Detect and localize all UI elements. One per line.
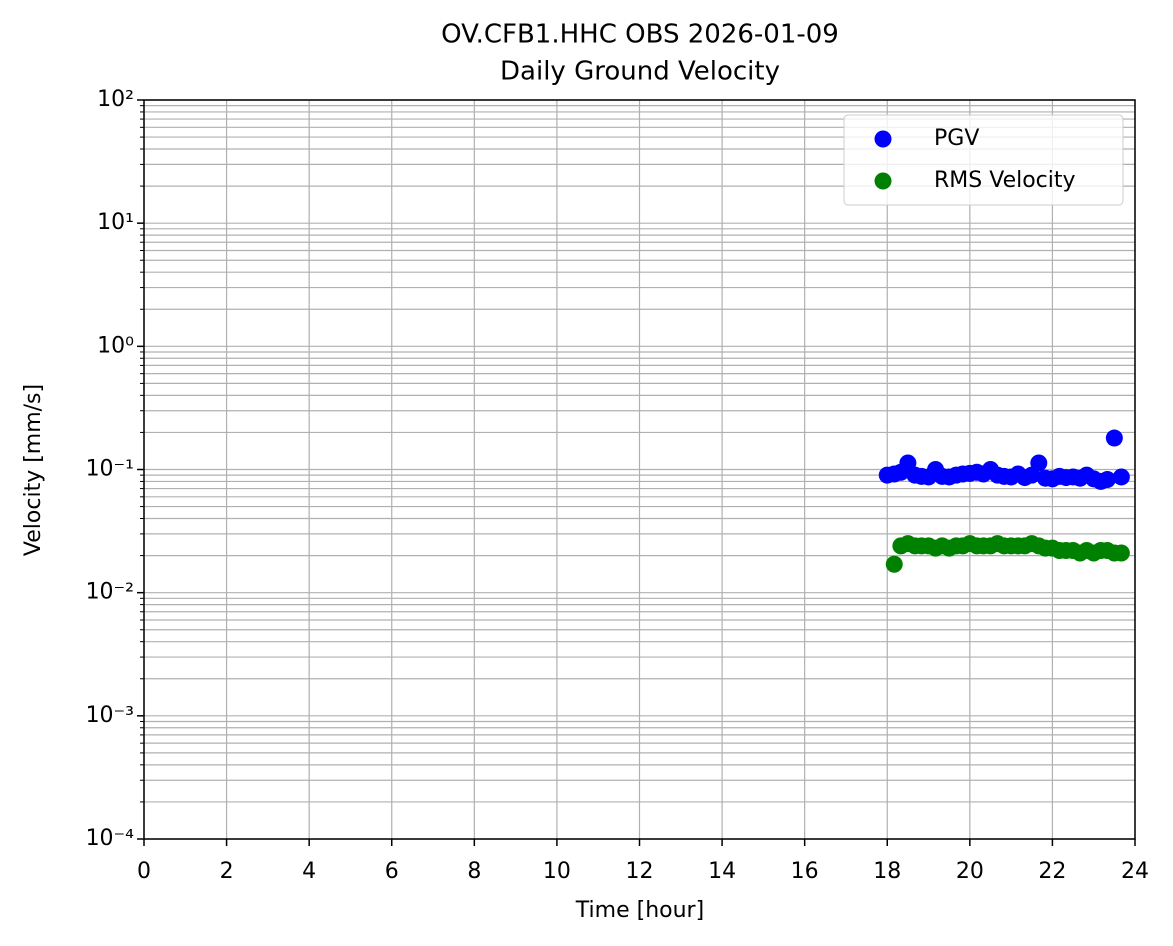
- x-tick-label: 8: [467, 859, 481, 884]
- x-tick-label: 10: [543, 859, 571, 884]
- plot-frame: [143, 99, 1136, 840]
- x-tick-label: 20: [956, 859, 984, 884]
- y-axis-label: Velocity [mm/s]: [21, 384, 46, 556]
- legend-marker: [874, 172, 892, 190]
- legend-marker: [874, 130, 892, 148]
- legend-box: [843, 114, 1124, 206]
- chart-subtitle: Daily Ground Velocity: [500, 57, 780, 87]
- legend-label: PGV: [934, 126, 979, 151]
- point: [1105, 429, 1123, 447]
- y-tick-label: 10⁻¹: [86, 457, 134, 482]
- y-tick-label: 10⁻³: [86, 703, 134, 728]
- chart-title: OV.CFB1.HHC OBS 2026-01-09: [441, 20, 839, 50]
- point: [1098, 470, 1116, 488]
- point: [885, 555, 903, 573]
- x-tick-label: 0: [137, 859, 151, 884]
- x-tick-label: 18: [873, 859, 901, 884]
- point: [1112, 468, 1130, 486]
- y-tick-label: 10²: [97, 87, 134, 112]
- x-axis-label: Time [hour]: [575, 898, 704, 923]
- y-tick-label: 10⁻⁴: [86, 826, 135, 851]
- marks: [878, 429, 1130, 573]
- y-tick-label: 10⁰: [97, 333, 134, 358]
- x-tick-label: 14: [708, 859, 736, 884]
- point: [1112, 544, 1130, 562]
- point: [1030, 454, 1048, 472]
- x-tick-label: 2: [220, 859, 234, 884]
- x-tick-label: 16: [791, 859, 819, 884]
- x-tick-label: 4: [302, 859, 316, 884]
- x-tick-label: 12: [626, 859, 654, 884]
- legend-label: RMS Velocity: [934, 168, 1076, 193]
- x-tick-label: 6: [385, 859, 399, 884]
- y-tick-label: 10¹: [97, 210, 134, 235]
- x-tick-label: 24: [1121, 859, 1149, 884]
- y-tick-label: 10⁻²: [86, 580, 134, 605]
- x-tick-label: 22: [1038, 859, 1066, 884]
- legend: PGV RMS Velocity: [843, 114, 1124, 206]
